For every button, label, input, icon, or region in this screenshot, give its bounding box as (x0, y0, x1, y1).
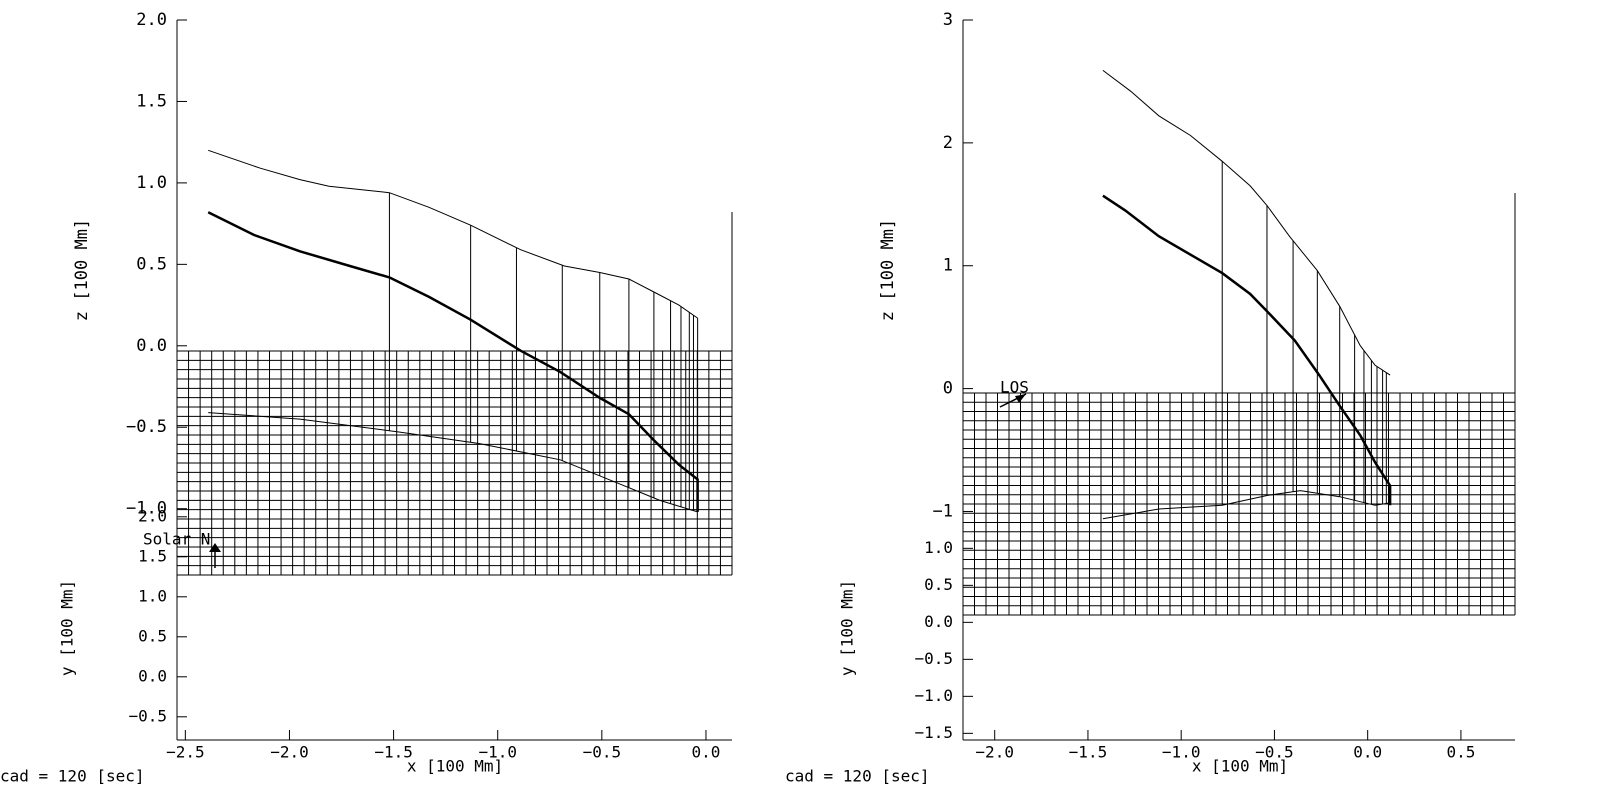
z-tick-label: 1.5 (136, 91, 167, 111)
y-tick-label: 1.0 (924, 538, 953, 557)
z-tick-label: −0.5 (126, 417, 167, 437)
field-line (1102, 69, 1391, 376)
x-tick-label: −1.0 (1162, 743, 1201, 762)
y-tick-label: 0.0 (138, 666, 167, 685)
annotation: Solar N (143, 530, 210, 549)
z-tick-label: −1.0 (126, 499, 167, 519)
x-tick-label: 0.0 (692, 743, 721, 762)
z-tick-label: −1 (933, 501, 953, 521)
z-tick-label: 0.5 (136, 254, 167, 274)
z-axis-label: z [100 Mm] (72, 219, 92, 321)
y-tick-label: 0.5 (138, 626, 167, 645)
x-tick-label: −1.0 (478, 743, 517, 762)
y-axis-label: y [100 Mm] (58, 580, 77, 676)
panel: −2.0 −1.5 −1.0 −0.5 0.0 0.5 3 2 1 0 −1 1.0 0.5 0.0 −0.… (785, 10, 1516, 786)
field-line (208, 412, 698, 513)
y-tick-label: −0.5 (914, 649, 953, 668)
y-tick-label: 2.0 (138, 506, 167, 525)
z-tick-label: 2 (943, 133, 953, 153)
z-axis-label: z [100 Mm] (878, 219, 898, 321)
surface-mesh (176, 350, 733, 576)
annotation: LOS (1000, 378, 1029, 397)
field-line (1102, 194, 1392, 506)
field-line (1102, 490, 1391, 520)
z-tick-label: 3 (943, 10, 953, 30)
y-tick-label: 0.5 (924, 575, 953, 594)
x-axis-label: x [100 Mm] (407, 757, 503, 776)
z-tick-label: 2.0 (136, 10, 167, 30)
field-line (207, 211, 699, 512)
x-tick-label: −2.5 (166, 743, 205, 762)
annotation-arrowhead (1015, 394, 1026, 403)
x-tick-label: 0.0 (1353, 743, 1382, 762)
y-tick-label: 1.5 (138, 546, 167, 565)
z-tick-label: 0 (943, 379, 953, 399)
surface-mesh (962, 392, 1516, 616)
x-tick-label: −1.5 (1069, 743, 1108, 762)
x-tick-label: −0.5 (1255, 743, 1294, 762)
y-tick-label: −1.0 (914, 686, 953, 705)
y-tick-label: 0.0 (924, 612, 953, 631)
x-tick-label: −0.5 (583, 743, 622, 762)
x-tick-label: −2.0 (975, 743, 1014, 762)
z-tick-label: 1 (943, 256, 953, 276)
x-tick-label: −2.0 (270, 743, 309, 762)
z-tick-label: 1.0 (136, 173, 167, 193)
x-tick-label: −1.5 (374, 743, 413, 762)
y-tick-label: −1.5 (914, 723, 953, 742)
y-axis-label: y [100 Mm] (838, 580, 857, 676)
z-tick-label: 0.0 (136, 336, 167, 356)
caption: cad = 120 [sec] (0, 767, 145, 786)
caption: cad = 120 [sec] (785, 767, 930, 786)
field-line (208, 149, 698, 319)
annotation-arrowhead (209, 543, 221, 552)
x-axis-label: x [100 Mm] (1192, 757, 1288, 776)
y-tick-label: 1.0 (138, 586, 167, 605)
panel: −2.5 −2.0 −1.5 −1.0 −0.5 0.0 2.0 1.5 1.0 0.5 0.0 −0… (0, 10, 733, 786)
x-tick-label: 0.5 (1446, 743, 1475, 762)
y-tick-label: −0.5 (128, 706, 167, 725)
